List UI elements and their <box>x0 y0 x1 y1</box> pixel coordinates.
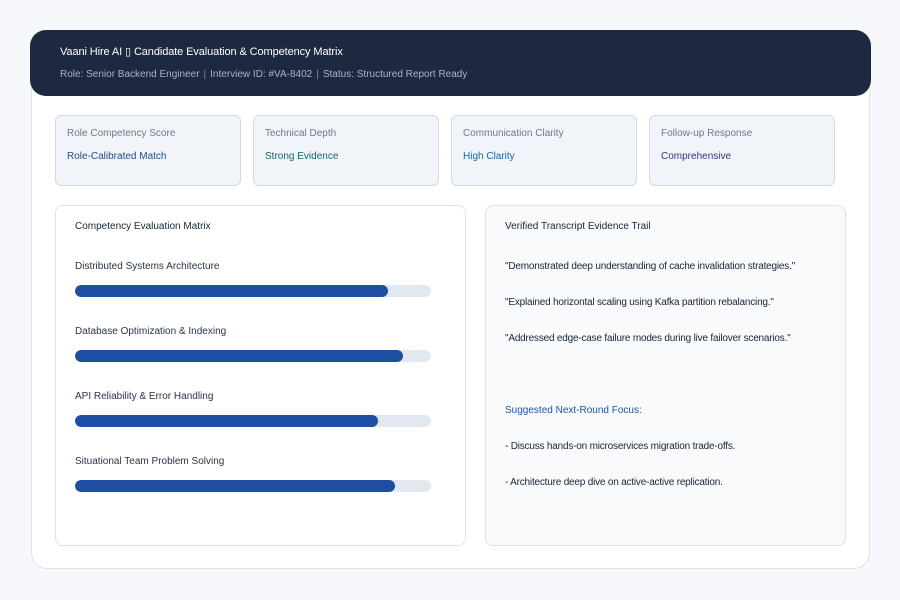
role-text: Role: Senior Backend Engineer <box>60 69 200 80</box>
skill-label: Situational Team Problem Solving <box>75 456 225 467</box>
skill-progress-track <box>75 415 431 427</box>
metric-label: Follow-up Response <box>661 128 753 139</box>
competency-matrix-panel: Competency Evaluation Matrix Distributed… <box>55 205 466 546</box>
skill-label: Database Optimization & Indexing <box>75 326 227 337</box>
evidence-quote: "Explained horizontal scaling using Kafk… <box>505 297 774 308</box>
metric-card-communication-clarity: Communication Clarity High Clarity <box>451 115 637 186</box>
report-meta: Role: Senior Backend Engineer | Interview … <box>60 68 841 81</box>
panel-title: Verified Transcript Evidence Trail <box>505 221 651 232</box>
metric-value: High Clarity <box>463 151 515 162</box>
skill-row-distributed-systems: Distributed Systems Architecture <box>75 261 431 297</box>
skill-row-api-reliability: API Reliability & Error Handling <box>75 391 431 427</box>
evidence-quote: "Demonstrated deep understanding of cach… <box>505 261 795 272</box>
metric-label: Role Competency Score <box>67 128 176 139</box>
skill-progress-track <box>75 285 431 297</box>
metric-value: Strong Evidence <box>265 151 339 162</box>
skill-label: API Reliability & Error Handling <box>75 391 214 402</box>
meta-separator: | <box>203 69 207 80</box>
evidence-trail-panel: Verified Transcript Evidence Trail "Demo… <box>485 205 846 546</box>
focus-item: - Architecture deep dive on active-activ… <box>505 477 723 488</box>
metric-value: Comprehensive <box>661 151 732 162</box>
skill-progress-track <box>75 350 431 362</box>
skill-progress-fill <box>75 415 378 427</box>
meta-separator: | <box>316 69 319 80</box>
skill-progress-fill <box>75 350 403 362</box>
evidence-quote: "Addressed edge-case failure modes durin… <box>505 333 791 344</box>
skill-row-team-problem-solving: Situational Team Problem Solving <box>75 456 431 492</box>
panel-title: Competency Evaluation Matrix <box>75 221 211 232</box>
interview-id-text: Interview ID: #VA-8402 <box>210 69 313 80</box>
metric-card-role-competency: Role Competency Score Role-Calibrated Ma… <box>55 115 241 186</box>
skill-progress-fill <box>75 285 389 297</box>
report-title: Vaani Hire AI ▯ Candidate Evaluation & C… <box>60 46 343 58</box>
next-round-focus-title: Suggested Next-Round Focus: <box>505 405 642 416</box>
metric-label: Technical Depth <box>265 128 337 139</box>
report-header: Vaani Hire AI ▯ Candidate Evaluation & C… <box>30 30 871 96</box>
skill-progress-fill <box>75 480 396 492</box>
metric-value: Role-Calibrated Match <box>67 151 167 162</box>
metric-card-technical-depth: Technical Depth Strong Evidence <box>253 115 439 186</box>
skill-progress-track <box>75 480 431 492</box>
metric-label: Communication Clarity <box>463 128 564 139</box>
metric-card-follow-up-response: Follow-up Response Comprehensive <box>649 115 835 186</box>
skill-row-database-optimization: Database Optimization & Indexing <box>75 326 431 362</box>
status-text: Status: Structured Report Ready <box>322 69 468 80</box>
focus-item: - Discuss hands-on microservices migrati… <box>505 441 736 452</box>
skill-label: Distributed Systems Architecture <box>75 261 220 272</box>
